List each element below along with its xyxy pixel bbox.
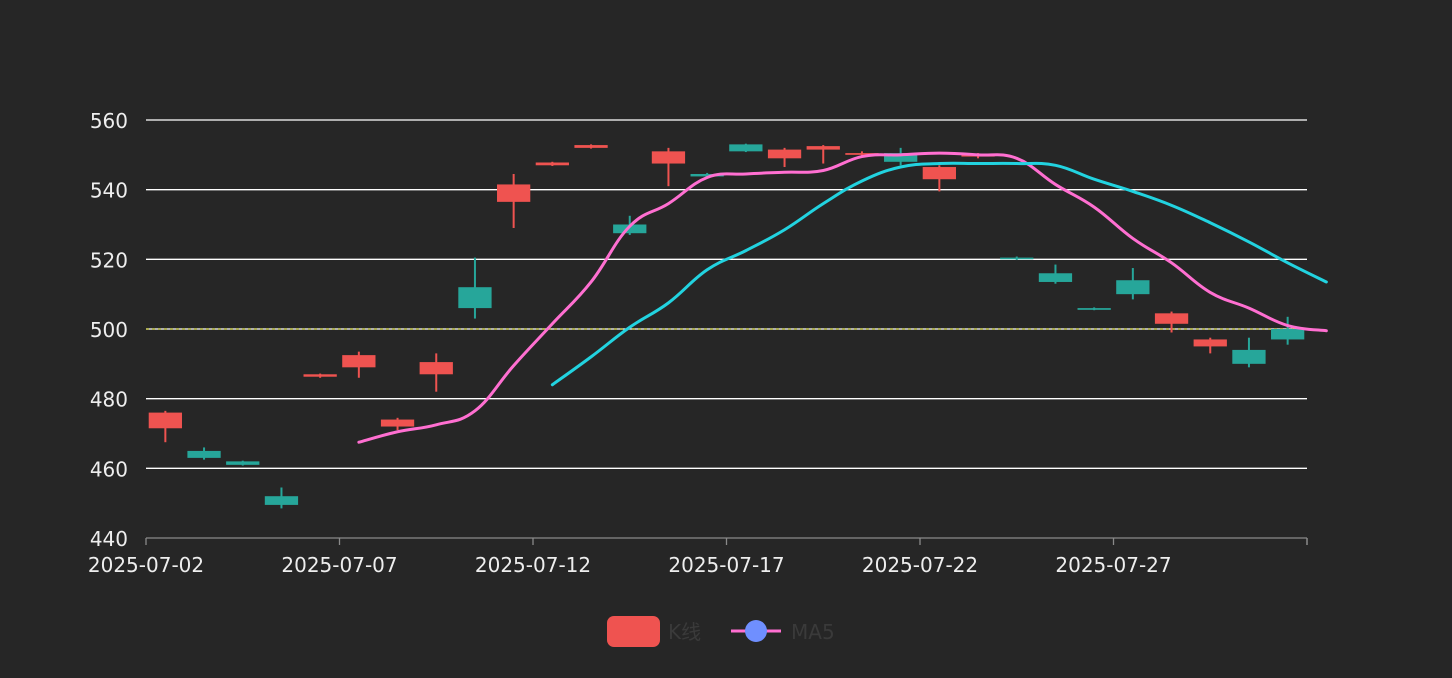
- y-tick-label: 540: [90, 179, 128, 203]
- candle-body: [303, 374, 337, 377]
- legend-item-kline[interactable]: K线: [607, 616, 701, 647]
- candle-body: [1232, 349, 1266, 364]
- candle-body: [729, 144, 763, 152]
- candle-body: [1077, 308, 1111, 310]
- y-tick-label: 520: [90, 248, 128, 272]
- y-axis: 440 460 480 500 520 540 560: [90, 109, 128, 551]
- candle-body: [884, 153, 918, 162]
- candle-body: [264, 496, 299, 505]
- candle-body: [535, 162, 569, 166]
- candle-body: [574, 145, 608, 148]
- candle-body: [148, 412, 182, 429]
- candle-body: [226, 461, 260, 465]
- candle[interactable]: [1077, 307, 1111, 311]
- ma10-line: [550, 161, 1328, 387]
- x-tick-label: 2025-07-17: [668, 553, 784, 577]
- candle[interactable]: [226, 460, 260, 466]
- candle-body: [187, 450, 221, 458]
- candle-body: [767, 149, 802, 159]
- x-tick-label: 2025-07-22: [862, 553, 978, 577]
- candle-body: [1193, 339, 1227, 347]
- candle-body: [1116, 280, 1150, 295]
- candle[interactable]: [806, 145, 840, 164]
- y-tick-label: 560: [90, 109, 128, 133]
- candle-body: [419, 362, 453, 375]
- candle-body: [1271, 329, 1305, 340]
- candle-body: [380, 419, 415, 427]
- x-tick-label: 2025-07-07: [281, 553, 397, 577]
- candle[interactable]: [651, 147, 686, 187]
- candle[interactable]: [1116, 268, 1150, 300]
- candle[interactable]: [303, 373, 337, 378]
- candle[interactable]: [1193, 337, 1227, 354]
- candle[interactable]: [380, 417, 415, 431]
- candle-body: [1038, 273, 1073, 282]
- candle-body: [845, 153, 879, 155]
- candle[interactable]: [884, 147, 918, 166]
- candle[interactable]: [1154, 311, 1189, 333]
- candle[interactable]: [729, 143, 763, 153]
- candle[interactable]: [148, 410, 182, 443]
- x-axis: 2025-07-02 2025-07-07 2025-07-12 2025-07-17…: [88, 537, 1308, 577]
- y-tick-label: 480: [90, 388, 128, 412]
- candle-body: [458, 287, 492, 309]
- candle[interactable]: [458, 257, 492, 319]
- candle-body: [922, 167, 956, 180]
- x-tick-label: 2025-07-12: [475, 553, 591, 577]
- ma5-line: [357, 151, 1328, 444]
- candle[interactable]: [419, 353, 453, 392]
- legend-ma5-label: MA5: [791, 620, 835, 644]
- candle[interactable]: [535, 161, 569, 166]
- candle[interactable]: [922, 165, 956, 192]
- candle[interactable]: [342, 351, 376, 378]
- candle[interactable]: [1271, 316, 1305, 345]
- candle[interactable]: [187, 447, 221, 460]
- candle-body: [1000, 257, 1034, 260]
- candle[interactable]: [264, 487, 299, 509]
- x-tick-label: 2025-07-02: [88, 553, 204, 577]
- x-tick-label: 2025-07-27: [1055, 553, 1171, 577]
- moving-average-lines: [357, 151, 1328, 444]
- candle[interactable]: [1232, 337, 1266, 368]
- candle-body: [651, 151, 686, 164]
- candle[interactable]: [1038, 264, 1073, 284]
- legend[interactable]: K线 MA5: [607, 616, 835, 647]
- candle-body: [690, 173, 724, 177]
- candle[interactable]: [497, 173, 531, 228]
- legend-kline-swatch: [607, 616, 660, 647]
- candle-body: [613, 224, 647, 234]
- candle[interactable]: [574, 144, 608, 149]
- candles: [148, 143, 1305, 509]
- y-tick-label: 500: [90, 318, 128, 342]
- candle-body: [342, 355, 376, 368]
- legend-ma5-dot: [745, 620, 767, 642]
- y-tick-label: 440: [90, 527, 128, 551]
- y-tick-label: 460: [90, 457, 128, 481]
- candle[interactable]: [1000, 256, 1034, 261]
- legend-item-ma5[interactable]: MA5: [731, 620, 835, 644]
- candle[interactable]: [767, 147, 802, 168]
- candle-body: [1154, 313, 1189, 324]
- legend-kline-label: K线: [668, 620, 701, 644]
- candle-body: [497, 184, 531, 202]
- candle-body: [806, 146, 840, 150]
